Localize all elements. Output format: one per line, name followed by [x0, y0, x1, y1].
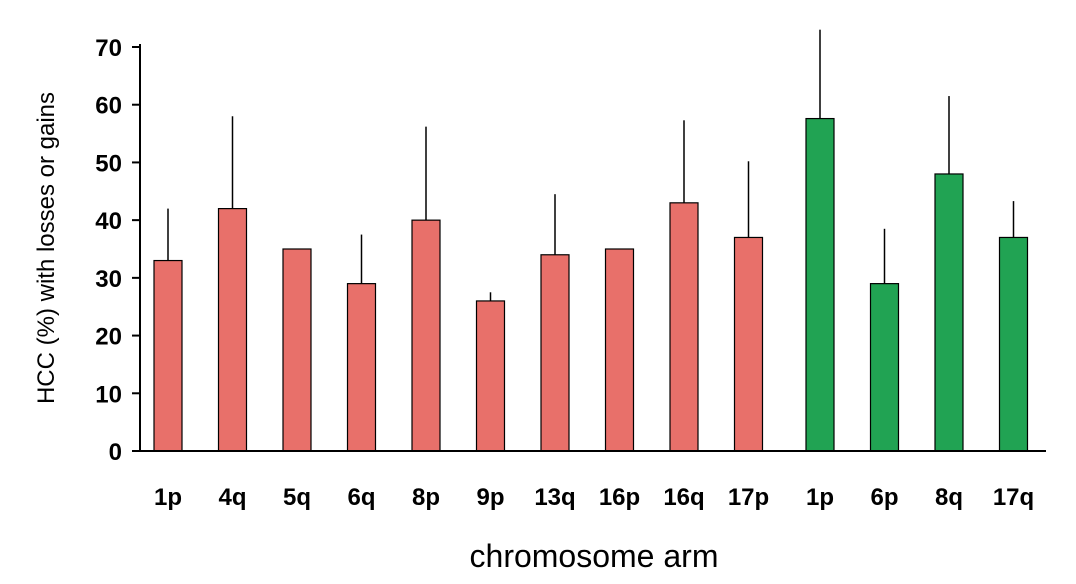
y-tick-label: 40 [95, 208, 122, 235]
x-tick-label: 17p [728, 484, 769, 511]
x-tick-label: 8p [412, 484, 440, 511]
bar-9p [475, 300, 506, 452]
x-tick-label: 1p [806, 484, 834, 511]
bar-13q [540, 254, 570, 452]
x-axis-title: chromosome arm [470, 538, 719, 574]
x-tick-label: 6p [870, 484, 898, 511]
x-tick-label: 6q [347, 484, 375, 511]
bar-16q [669, 202, 699, 452]
x-tick-label: 5q [283, 484, 311, 511]
bar-6p [869, 283, 900, 452]
y-tick-label: 0 [109, 439, 122, 466]
y-tick-label: 60 [95, 93, 122, 120]
x-tick-label: 1p [154, 484, 182, 511]
bar-4q [217, 208, 248, 452]
bar-8q [934, 173, 964, 452]
y-tick-label: 50 [95, 150, 122, 177]
x-tick-label: 9p [476, 484, 504, 511]
x-tick-label: 16p [599, 484, 640, 511]
bar-17p [733, 236, 764, 452]
bar-6q [346, 283, 377, 452]
bar-5q [282, 248, 312, 452]
x-tick-label: 4q [218, 484, 246, 511]
bars-layer [153, 117, 1029, 452]
x-tick-label: 17q [993, 484, 1034, 511]
x-tick-label: 8q [935, 484, 963, 511]
y-axis-title: HCC (%) with losses or gains [33, 92, 60, 404]
y-tick-label: 10 [95, 381, 122, 408]
error-bars-layer [167, 29, 1015, 301]
bar-17q [998, 236, 1029, 452]
x-ticks-layer: 1p 4q 5q 6q 8p 9p 13q 16p 16q 17p 1p 6p 8q 17q [154, 484, 1034, 511]
y-ticks-layer: 0 10 20 30 40 50 60 70 [95, 35, 140, 466]
y-tick-label: 70 [95, 35, 122, 62]
x-tick-label: 16q [663, 484, 704, 511]
bar-8p [411, 219, 441, 452]
y-tick-label: 30 [95, 266, 122, 293]
bar-16p [604, 248, 635, 452]
bar-1p [153, 259, 183, 452]
x-tick-label: 13q [534, 484, 575, 511]
y-tick-label: 20 [95, 324, 122, 351]
bar-1p [805, 117, 835, 452]
